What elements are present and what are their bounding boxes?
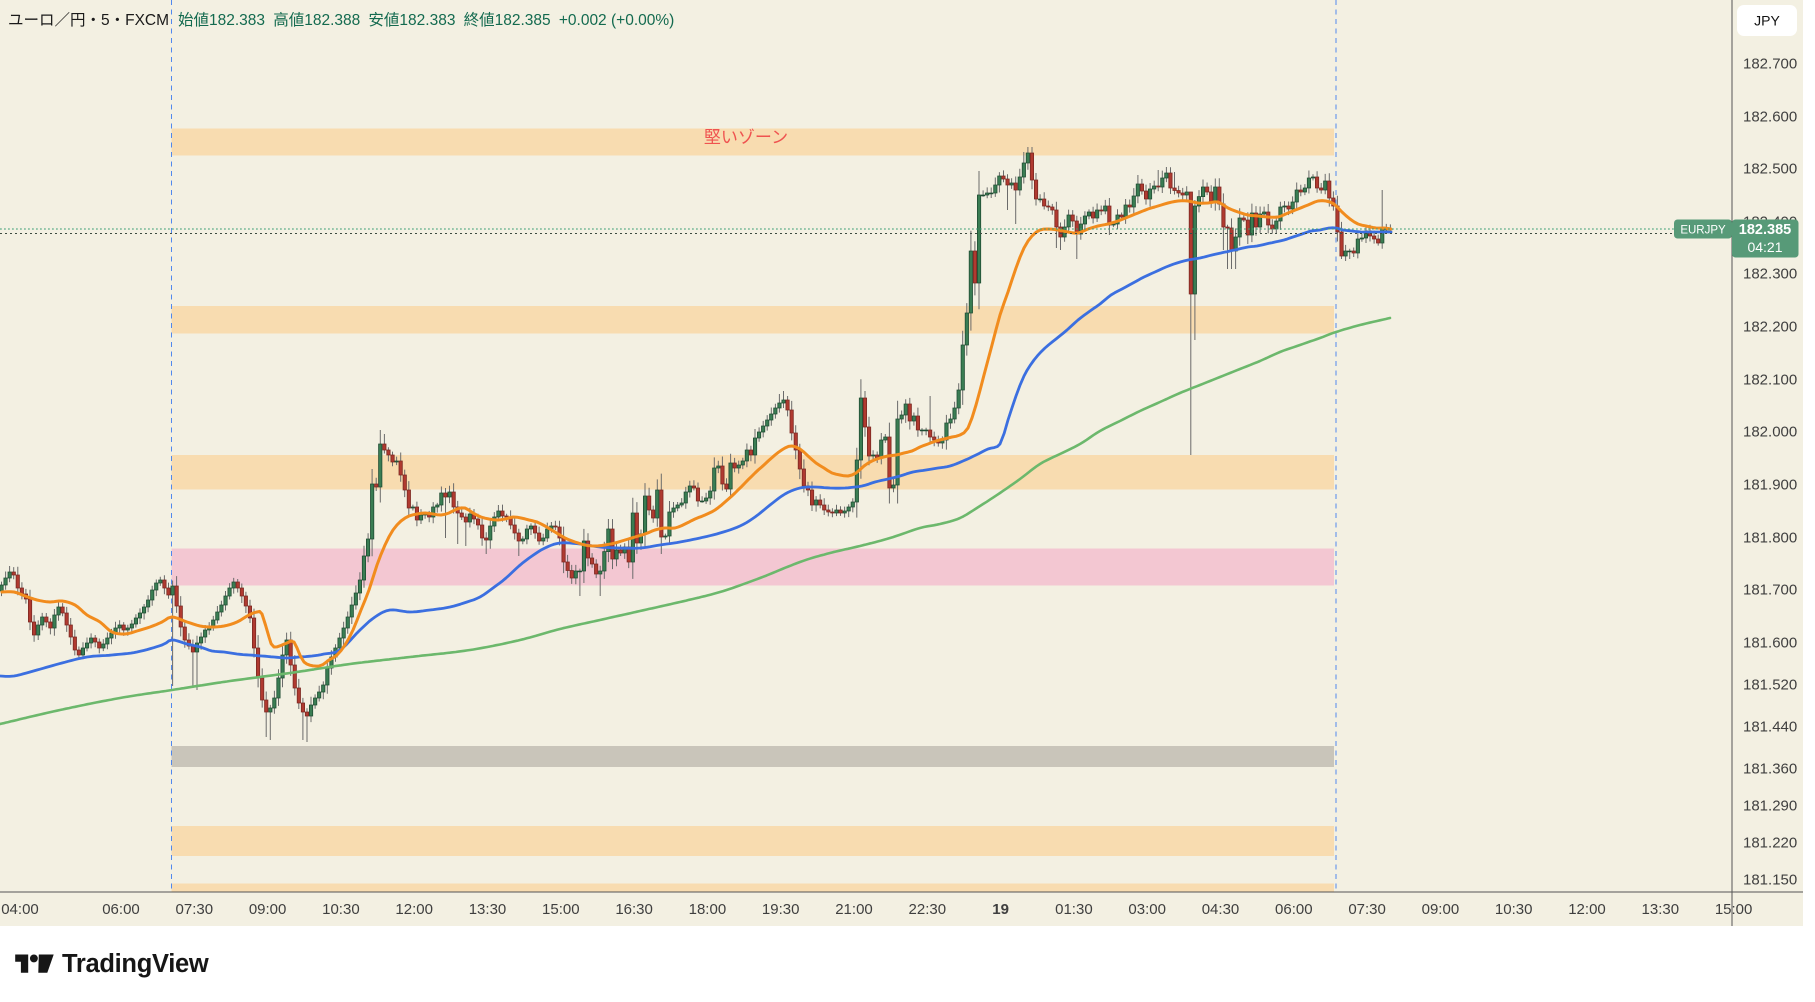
svg-text:181.150: 181.150 xyxy=(1743,872,1797,889)
svg-text:03:00: 03:00 xyxy=(1128,901,1166,918)
svg-text:22:30: 22:30 xyxy=(909,901,947,918)
svg-text:182.600: 182.600 xyxy=(1743,109,1797,126)
svg-text:182.200: 182.200 xyxy=(1743,319,1797,336)
svg-text:12:00: 12:00 xyxy=(1568,901,1606,918)
svg-text:182.700: 182.700 xyxy=(1743,56,1797,73)
svg-text:始値182.383 高値182.388 安値182.38: 始値182.383 高値182.388 安値182.383 終値182.385 … xyxy=(178,11,674,29)
svg-text:182.000: 182.000 xyxy=(1743,424,1797,441)
svg-text:181.520: 181.520 xyxy=(1743,677,1797,694)
svg-text:堅いゾーン: 堅いゾーン xyxy=(704,128,788,147)
svg-text:06:00: 06:00 xyxy=(102,901,140,918)
svg-text:15:00: 15:00 xyxy=(1715,901,1753,918)
svg-text:EURJPY: EURJPY xyxy=(1680,225,1726,237)
svg-text:182.385: 182.385 xyxy=(1739,222,1791,238)
svg-text:13:30: 13:30 xyxy=(469,901,507,918)
svg-text:181.600: 181.600 xyxy=(1743,635,1797,652)
svg-text:04:30: 04:30 xyxy=(1202,901,1240,918)
svg-text:181.700: 181.700 xyxy=(1743,582,1797,599)
svg-text:15:00: 15:00 xyxy=(542,901,580,918)
svg-text:12:00: 12:00 xyxy=(395,901,433,918)
svg-text:06:00: 06:00 xyxy=(1275,901,1313,918)
svg-text:182.100: 182.100 xyxy=(1743,372,1797,389)
svg-text:21:00: 21:00 xyxy=(835,901,873,918)
svg-text:181.290: 181.290 xyxy=(1743,798,1797,815)
svg-text:04:00: 04:00 xyxy=(1,901,39,918)
svg-text:181.440: 181.440 xyxy=(1743,719,1797,736)
svg-text:09:00: 09:00 xyxy=(249,901,287,918)
svg-text:09:00: 09:00 xyxy=(1422,901,1460,918)
svg-text:13:30: 13:30 xyxy=(1642,901,1680,918)
svg-text:18:00: 18:00 xyxy=(689,901,727,918)
svg-text:01:30: 01:30 xyxy=(1055,901,1093,918)
svg-text:181.900: 181.900 xyxy=(1743,477,1797,494)
svg-text:ユーロ／円・5・FXCM: ユーロ／円・5・FXCM xyxy=(8,12,169,29)
svg-text:19: 19 xyxy=(992,901,1009,918)
svg-text:181.360: 181.360 xyxy=(1743,761,1797,778)
svg-text:04:21: 04:21 xyxy=(1747,239,1782,255)
svg-text:10:30: 10:30 xyxy=(1495,901,1533,918)
svg-text:TradingView: TradingView xyxy=(62,950,209,978)
svg-text:182.500: 182.500 xyxy=(1743,161,1797,178)
svg-text:07:30: 07:30 xyxy=(176,901,214,918)
svg-text:JPY: JPY xyxy=(1754,13,1780,29)
svg-text:19:30: 19:30 xyxy=(762,901,800,918)
svg-text:16:30: 16:30 xyxy=(615,901,653,918)
svg-text:181.220: 181.220 xyxy=(1743,835,1797,852)
svg-text:10:30: 10:30 xyxy=(322,901,360,918)
svg-text:181.800: 181.800 xyxy=(1743,530,1797,547)
svg-text:182.300: 182.300 xyxy=(1743,266,1797,283)
svg-text:07:30: 07:30 xyxy=(1348,901,1386,918)
